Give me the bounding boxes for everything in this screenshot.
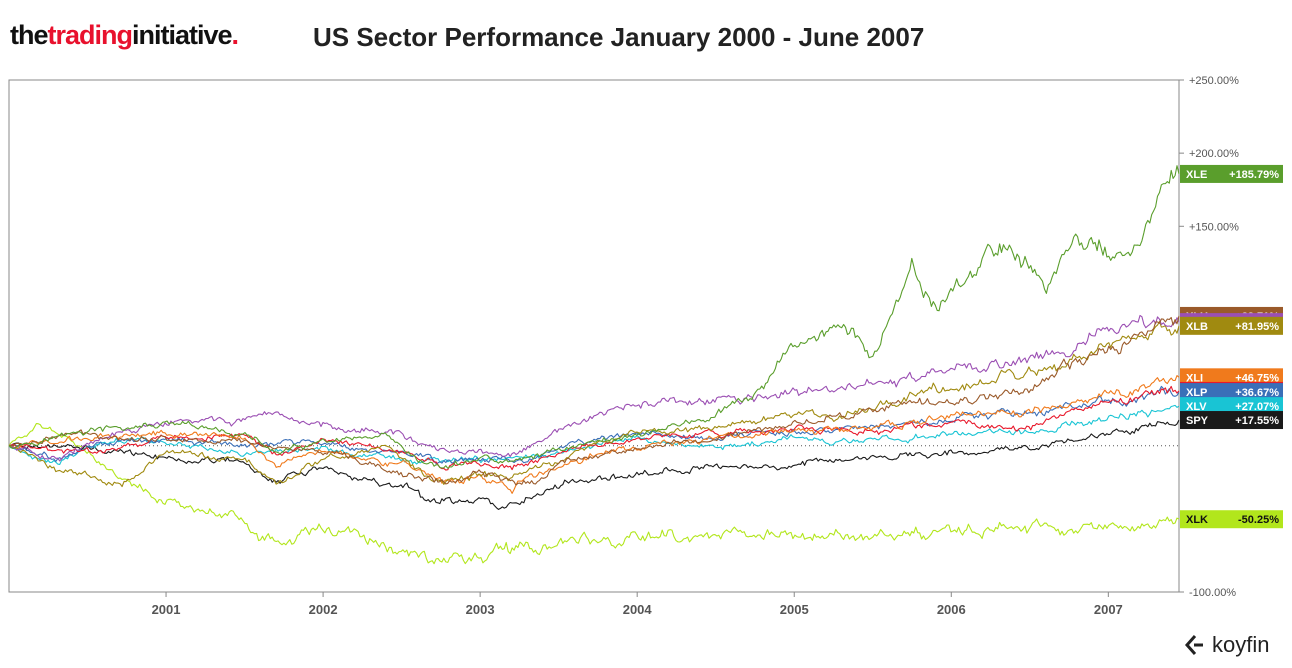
series-tag-value: +27.07% <box>1235 401 1279 413</box>
series-tag-name: XLP <box>1186 387 1207 399</box>
y-tick-label: +150.00% <box>1189 221 1239 233</box>
series-tag-name: SPY <box>1186 415 1209 427</box>
series-line-xlf <box>8 314 1180 462</box>
x-tick-label: 2005 <box>780 602 809 617</box>
series-line-xly <box>8 385 1180 471</box>
series-line-xle <box>8 165 1180 469</box>
series-tag-bg <box>1180 316 1283 335</box>
series-tag-bg <box>1180 510 1283 529</box>
plot-frame <box>8 79 1180 593</box>
series-tag-xli: XLI +46.75% <box>1180 368 1283 387</box>
series-tag-xlp: XLP +36.67% <box>1180 383 1283 402</box>
series-tag-value: +36.67% <box>1235 387 1279 399</box>
x-tick-label: 2006 <box>937 602 966 617</box>
x-tick-label: 2002 <box>309 602 338 617</box>
x-tick-label: 2001 <box>152 602 181 617</box>
x-tick-label: 2004 <box>623 602 653 617</box>
series-tag-xlb: XLB +81.95% <box>1180 316 1283 335</box>
series-tag-name: XLB <box>1186 321 1208 333</box>
series-tag-value: +46.75% <box>1235 372 1279 384</box>
series-tag-value: +185.79% <box>1229 169 1279 181</box>
series-line-xli <box>8 375 1180 494</box>
y-tick-label: +200.00% <box>1189 148 1239 160</box>
koyfin-logo-icon <box>1184 635 1203 655</box>
x-tick-label: 2003 <box>466 602 495 617</box>
series-line-xlk <box>8 423 1180 565</box>
series-line-xlu <box>8 315 1180 486</box>
series-tag-bg <box>1180 368 1283 387</box>
koyfin-label: koyfin <box>1212 632 1270 657</box>
y-tick-label: +250.00% <box>1189 75 1239 87</box>
x-tick-label: 2007 <box>1094 602 1123 617</box>
series-tag-bg <box>1180 164 1283 183</box>
series-tag-xle: XLE +185.79% <box>1180 164 1283 183</box>
series-line-xlv <box>8 404 1180 466</box>
koyfin-attribution: koyfin <box>1184 632 1269 658</box>
series-tag-value: +17.55% <box>1235 415 1279 427</box>
brand-logo: thetradinginitiative. <box>10 20 239 50</box>
series-tag-xlv: XLV +27.07% <box>1180 397 1283 416</box>
series-line-spy <box>8 419 1180 510</box>
series-line-xlb <box>8 320 1180 488</box>
chart-title: US Sector Performance January 2000 - Jun… <box>313 22 925 52</box>
series-tag-bg <box>1180 411 1283 430</box>
series-line-xlp <box>8 385 1180 465</box>
series-tag-name: XLV <box>1186 401 1207 413</box>
series-tag-xlk: XLK -50.25% <box>1180 510 1283 529</box>
series-tag-bg <box>1180 383 1283 402</box>
series-tag-name: XLK <box>1186 514 1208 526</box>
y-tick-label: -100.00% <box>1189 587 1236 599</box>
series-tag-spy: SPY +17.55% <box>1180 411 1283 430</box>
series-tag-name: XLE <box>1186 169 1207 181</box>
series-tag-value: +81.95% <box>1235 321 1279 333</box>
series-tag-value: -50.25% <box>1238 514 1279 526</box>
series-tag-bg <box>1180 397 1283 416</box>
series-tag-name: XLI <box>1186 372 1203 384</box>
